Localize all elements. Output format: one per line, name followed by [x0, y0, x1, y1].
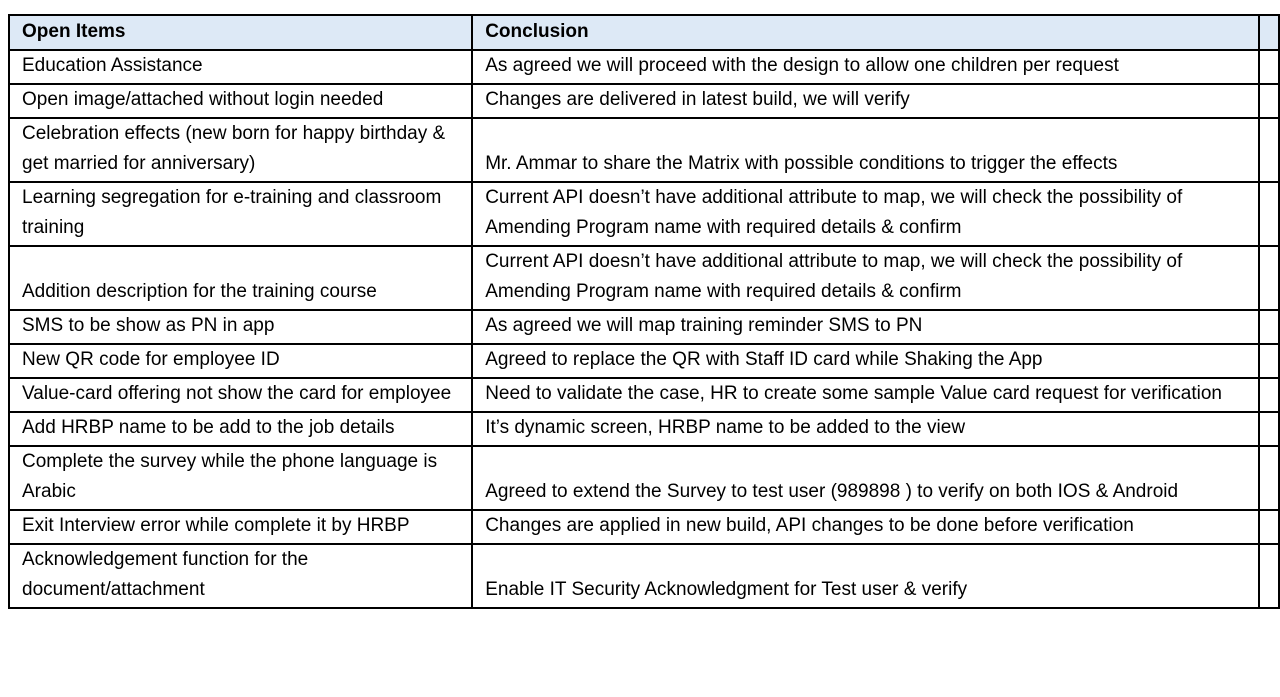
extra-cell — [1258, 377, 1280, 413]
open-item-cell: Education Assistance — [7, 49, 474, 85]
conclusion-cell: Changes are delivered in latest build, w… — [471, 83, 1261, 119]
open-item-cell: Addition description for the training co… — [7, 245, 474, 311]
table-row: Learning segregation for e-training and … — [7, 181, 1280, 247]
conclusion-cell: Agreed to replace the QR with Staff ID c… — [471, 343, 1261, 379]
header-open-items: Open Items — [7, 14, 474, 51]
extra-cell — [1258, 181, 1280, 247]
header-row: Open Items Conclusion — [7, 14, 1280, 51]
open-item-cell: Acknowledgement function for the documen… — [7, 543, 474, 609]
extra-cell — [1258, 343, 1280, 379]
header-extra-column — [1258, 14, 1280, 51]
open-items-table: Open Items Conclusion Education Assistan… — [7, 14, 1280, 609]
extra-cell — [1258, 117, 1280, 183]
extra-cell — [1258, 83, 1280, 119]
open-item-cell: Exit Interview error while complete it b… — [7, 509, 474, 545]
table-row: Open image/attached without login needed… — [7, 83, 1280, 119]
extra-cell — [1258, 411, 1280, 447]
table-row: Exit Interview error while complete it b… — [7, 509, 1280, 545]
open-item-cell: Complete the survey while the phone lang… — [7, 445, 474, 511]
conclusion-cell: As agreed we will proceed with the desig… — [471, 49, 1261, 85]
extra-cell — [1258, 49, 1280, 85]
open-item-cell: Celebration effects (new born for happy … — [7, 117, 474, 183]
conclusion-cell: Changes are applied in new build, API ch… — [471, 509, 1261, 545]
table-row: Add HRBP name to be add to the job detai… — [7, 411, 1280, 447]
conclusion-cell: Mr. Ammar to share the Matrix with possi… — [471, 117, 1261, 183]
extra-cell — [1258, 309, 1280, 345]
open-item-cell: SMS to be show as PN in app — [7, 309, 474, 345]
conclusion-cell: Need to validate the case, HR to create … — [471, 377, 1261, 413]
conclusion-cell: It’s dynamic screen, HRBP name to be add… — [471, 411, 1261, 447]
conclusion-cell: Current API doesn’t have additional attr… — [471, 245, 1261, 311]
extra-cell — [1258, 509, 1280, 545]
table-row: Addition description for the training co… — [7, 245, 1280, 311]
extra-cell — [1258, 543, 1280, 609]
table-row: SMS to be show as PN in app As agreed we … — [7, 309, 1280, 345]
extra-cell — [1258, 445, 1280, 511]
conclusion-cell: Enable IT Security Acknowledgment for Te… — [471, 543, 1261, 609]
conclusion-cell: Agreed to extend the Survey to test user… — [471, 445, 1261, 511]
open-item-cell: Open image/attached without login needed — [7, 83, 474, 119]
header-conclusion: Conclusion — [471, 14, 1261, 51]
open-item-cell: New QR code for employee ID — [7, 343, 474, 379]
table-row: New QR code for employee ID Agreed to rep… — [7, 343, 1280, 379]
table-row: Value-card offering not show the card fo… — [7, 377, 1280, 413]
table-row: Celebration effects (new born for happy … — [7, 117, 1280, 183]
conclusion-cell: Current API doesn’t have additional attr… — [471, 181, 1261, 247]
table-row: Complete the survey while the phone lang… — [7, 445, 1280, 511]
extra-cell — [1258, 245, 1280, 311]
table-row: Education Assistance As agreed we will pr… — [7, 49, 1280, 85]
table-row: Acknowledgement function for the documen… — [7, 543, 1280, 609]
open-item-cell: Add HRBP name to be add to the job detai… — [7, 411, 474, 447]
conclusion-cell: As agreed we will map training reminder … — [471, 309, 1261, 345]
open-item-cell: Value-card offering not show the card fo… — [7, 377, 474, 413]
open-item-cell: Learning segregation for e-training and … — [7, 181, 474, 247]
